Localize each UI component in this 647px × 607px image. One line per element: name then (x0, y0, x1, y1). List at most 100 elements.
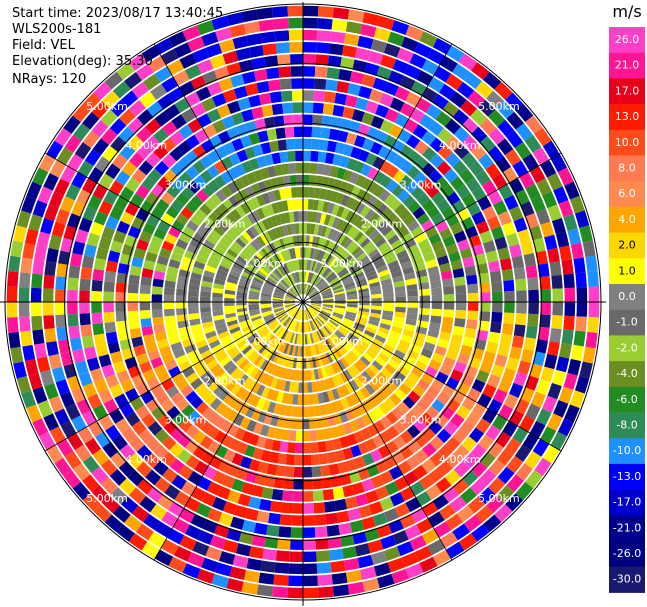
velocity-bin (536, 408, 552, 426)
velocity-bin (346, 158, 358, 171)
velocity-bin (482, 240, 496, 254)
velocity-bin (266, 334, 276, 345)
velocity-bin (151, 183, 166, 198)
velocity-bin (283, 343, 290, 354)
velocity-bin (389, 330, 401, 339)
velocity-bin (191, 486, 207, 502)
velocity-bin (215, 273, 227, 282)
velocity-bin (320, 127, 331, 139)
velocity-bin (406, 455, 421, 470)
velocity-bin (292, 286, 299, 296)
velocity-bin (435, 371, 449, 384)
velocity-bin (72, 481, 91, 501)
velocity-bin (320, 310, 331, 316)
velocity-bin (266, 318, 277, 326)
velocity-bin (385, 179, 399, 193)
velocity-bin (490, 364, 505, 378)
velocity-bin (369, 281, 381, 288)
velocity-bin (373, 185, 385, 198)
velocity-bin (409, 535, 427, 551)
velocity-bin (513, 324, 526, 338)
velocity-bin (366, 195, 378, 208)
velocity-bin (309, 345, 315, 356)
colorbar-segment (609, 438, 645, 465)
velocity-bin (372, 338, 384, 348)
velocity-bin (487, 145, 504, 163)
velocity-bin (320, 252, 328, 263)
velocity-bin (481, 180, 497, 196)
velocity-bin (333, 347, 343, 358)
velocity-bin (376, 203, 389, 216)
velocity-bin (310, 303, 321, 307)
velocity-bin (494, 236, 508, 250)
velocity-bin (115, 282, 127, 293)
velocity-bin (452, 523, 471, 541)
velocity-bin (370, 449, 383, 463)
velocity-bin (286, 275, 293, 286)
velocity-bin (319, 265, 327, 276)
velocity-bin (350, 330, 361, 339)
velocity-bin (285, 303, 296, 307)
velocity-bin (256, 207, 266, 220)
velocity-bin (332, 104, 345, 117)
velocity-bin (549, 328, 562, 343)
velocity-bin (300, 346, 303, 357)
velocity-bin (18, 287, 30, 302)
velocity-bin (32, 259, 45, 275)
velocity-bin (437, 338, 450, 349)
velocity-bin (445, 135, 462, 152)
velocity-bin (203, 325, 215, 334)
colorbar-tick-label: 4.0 (618, 213, 636, 226)
velocity-bin (177, 156, 192, 171)
velocity-bin (151, 309, 163, 318)
velocity-bin (299, 283, 302, 295)
velocity-bin (241, 9, 259, 23)
velocity-bin (105, 424, 121, 441)
velocity-bin (342, 546, 358, 559)
velocity-bin (177, 433, 192, 448)
velocity-bin (139, 284, 151, 294)
velocity-bin (338, 250, 348, 261)
velocity-bin (328, 128, 340, 141)
velocity-bin (371, 360, 384, 371)
velocity-bin (293, 114, 303, 126)
velocity-bin (364, 383, 376, 396)
velocity-bin (229, 23, 247, 38)
velocity-bin (378, 326, 390, 335)
velocity-bin (365, 152, 378, 166)
velocity-bin (372, 512, 388, 527)
velocity-bin (172, 518, 190, 534)
velocity-bin (75, 229, 89, 244)
velocity-bin (366, 323, 378, 331)
velocity-bin (470, 443, 487, 460)
velocity-bin (257, 221, 267, 233)
velocity-bin (539, 314, 551, 328)
velocity-bin (287, 274, 294, 285)
velocity-bin (383, 81, 399, 96)
velocity-bin (416, 70, 434, 86)
velocity-bin (416, 192, 430, 206)
velocity-bin (104, 321, 117, 334)
velocity-bin (307, 287, 315, 296)
velocity-bin (362, 241, 374, 252)
velocity-bin (150, 503, 168, 521)
velocity-bin (360, 427, 372, 441)
velocity-bin (231, 266, 243, 275)
velocity-bin (80, 324, 93, 338)
velocity-bin (528, 289, 539, 302)
velocity-bin (176, 213, 189, 226)
velocity-bin (157, 220, 171, 233)
velocity-bin (192, 47, 210, 63)
velocity-bin (308, 187, 316, 198)
velocity-bin (311, 236, 317, 247)
velocity-bin (310, 299, 322, 302)
velocity-bin (87, 393, 103, 410)
velocity-bin (200, 169, 214, 184)
velocity-bin (105, 331, 118, 344)
velocity-bin (506, 111, 524, 130)
velocity-bin (496, 101, 515, 119)
velocity-bin (100, 459, 118, 477)
velocity-bin (312, 102, 324, 114)
velocity-bin (481, 408, 497, 424)
velocity-bin (268, 257, 277, 268)
